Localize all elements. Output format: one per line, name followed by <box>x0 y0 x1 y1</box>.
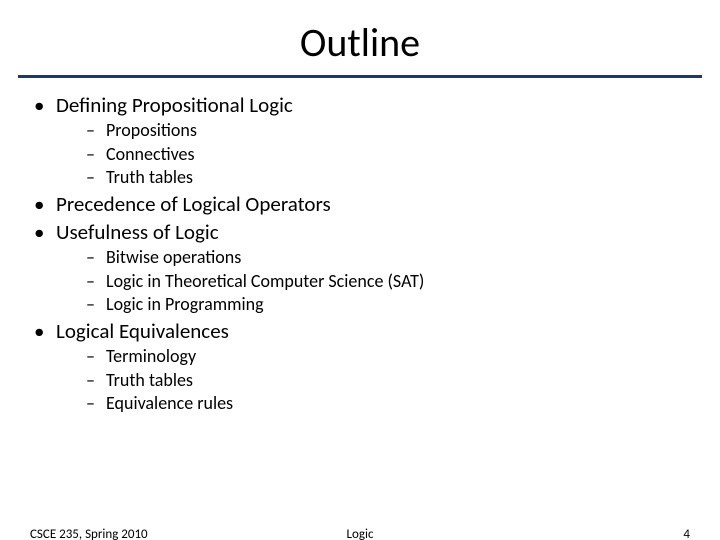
sublist-item: Truth tables <box>84 369 692 392</box>
slide-title: Outline <box>0 18 720 67</box>
list-item: Logical Equivalences Terminology Truth t… <box>28 318 692 415</box>
sublist-item: Connectives <box>84 143 692 166</box>
sublist-item: Truth tables <box>84 166 692 189</box>
list-item-label: Precedence of Logical Operators <box>56 191 331 217</box>
list-item-label: Logical Equivalences <box>56 318 229 344</box>
sublist-item-label: Truth tables <box>106 166 193 188</box>
sublist-item-label: Connectives <box>106 143 195 165</box>
sublist: Terminology Truth tables Equivalence rul… <box>56 345 692 415</box>
title-underline <box>18 75 702 78</box>
sublist-item-label: Logic in Programming <box>106 293 264 315</box>
sublist-item-label: Logic in Theoretical Computer Science (S… <box>106 270 424 292</box>
sublist-item: Propositions <box>84 119 692 142</box>
sublist-item: Bitwise operations <box>84 246 692 269</box>
sublist-item-label: Equivalence rules <box>106 392 233 414</box>
sublist: Propositions Connectives Truth tables <box>56 119 692 189</box>
content-area: Defining Propositional Logic Proposition… <box>0 92 720 415</box>
sublist-item-label: Truth tables <box>106 369 193 391</box>
slide: Outline Defining Propositional Logic Pro… <box>0 18 720 540</box>
footer-center: Logic <box>0 527 720 540</box>
sublist-item-label: Bitwise operations <box>106 246 241 268</box>
footer-page-number: 4 <box>683 527 690 540</box>
list-item: Usefulness of Logic Bitwise operations L… <box>28 219 692 316</box>
sublist-item-label: Propositions <box>106 119 197 141</box>
list-item: Precedence of Logical Operators <box>28 191 692 217</box>
sublist-item: Equivalence rules <box>84 392 692 415</box>
sublist: Bitwise operations Logic in Theoretical … <box>56 246 692 316</box>
list-item-label: Defining Propositional Logic <box>56 92 293 118</box>
sublist-item-label: Terminology <box>106 345 196 367</box>
sublist-item: Logic in Theoretical Computer Science (S… <box>84 270 692 293</box>
list-item: Defining Propositional Logic Proposition… <box>28 92 692 189</box>
sublist-item: Terminology <box>84 345 692 368</box>
outline-list: Defining Propositional Logic Proposition… <box>28 92 692 415</box>
sublist-item: Logic in Programming <box>84 293 692 316</box>
list-item-label: Usefulness of Logic <box>56 219 219 245</box>
